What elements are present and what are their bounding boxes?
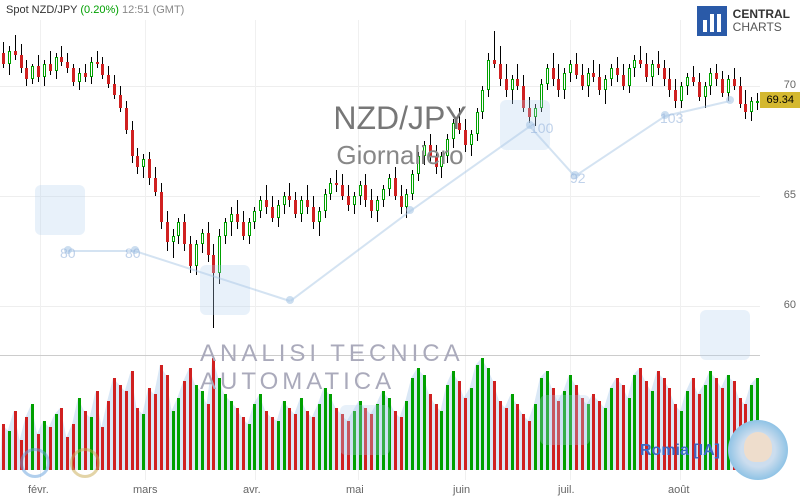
chart-subtitle: Giornaliero [336, 140, 463, 171]
logo-bars-icon [697, 6, 727, 36]
watermark-label: ANALISI TECNICA AUTOMATICA [200, 340, 600, 396]
timestamp: 12:51 (GMT) [122, 4, 184, 16]
nav-circle-icon[interactable] [70, 448, 100, 478]
logo-text: CENTRAL CHARTS [733, 8, 790, 34]
brand-logo: CENTRAL CHARTS [697, 6, 790, 36]
nav-arrow-icon[interactable] [20, 448, 50, 478]
current-price-label: 69.34 [760, 92, 800, 108]
chart-header: Spot NZD/JPY (0.20%) 12:51 (GMT) [6, 4, 184, 16]
price-y-axis: 606570 [760, 20, 800, 350]
ai-avatar[interactable] [728, 420, 788, 480]
symbol-label: Spot NZD/JPY [6, 4, 77, 16]
price-chart[interactable] [0, 20, 760, 350]
chart-title: NZD/JPY [333, 100, 466, 137]
ai-label: Romia [IA] [640, 442, 720, 460]
x-axis: févr.marsavr.maijuinjuil.août [0, 480, 760, 500]
pct-change: (0.20%) [80, 4, 119, 16]
